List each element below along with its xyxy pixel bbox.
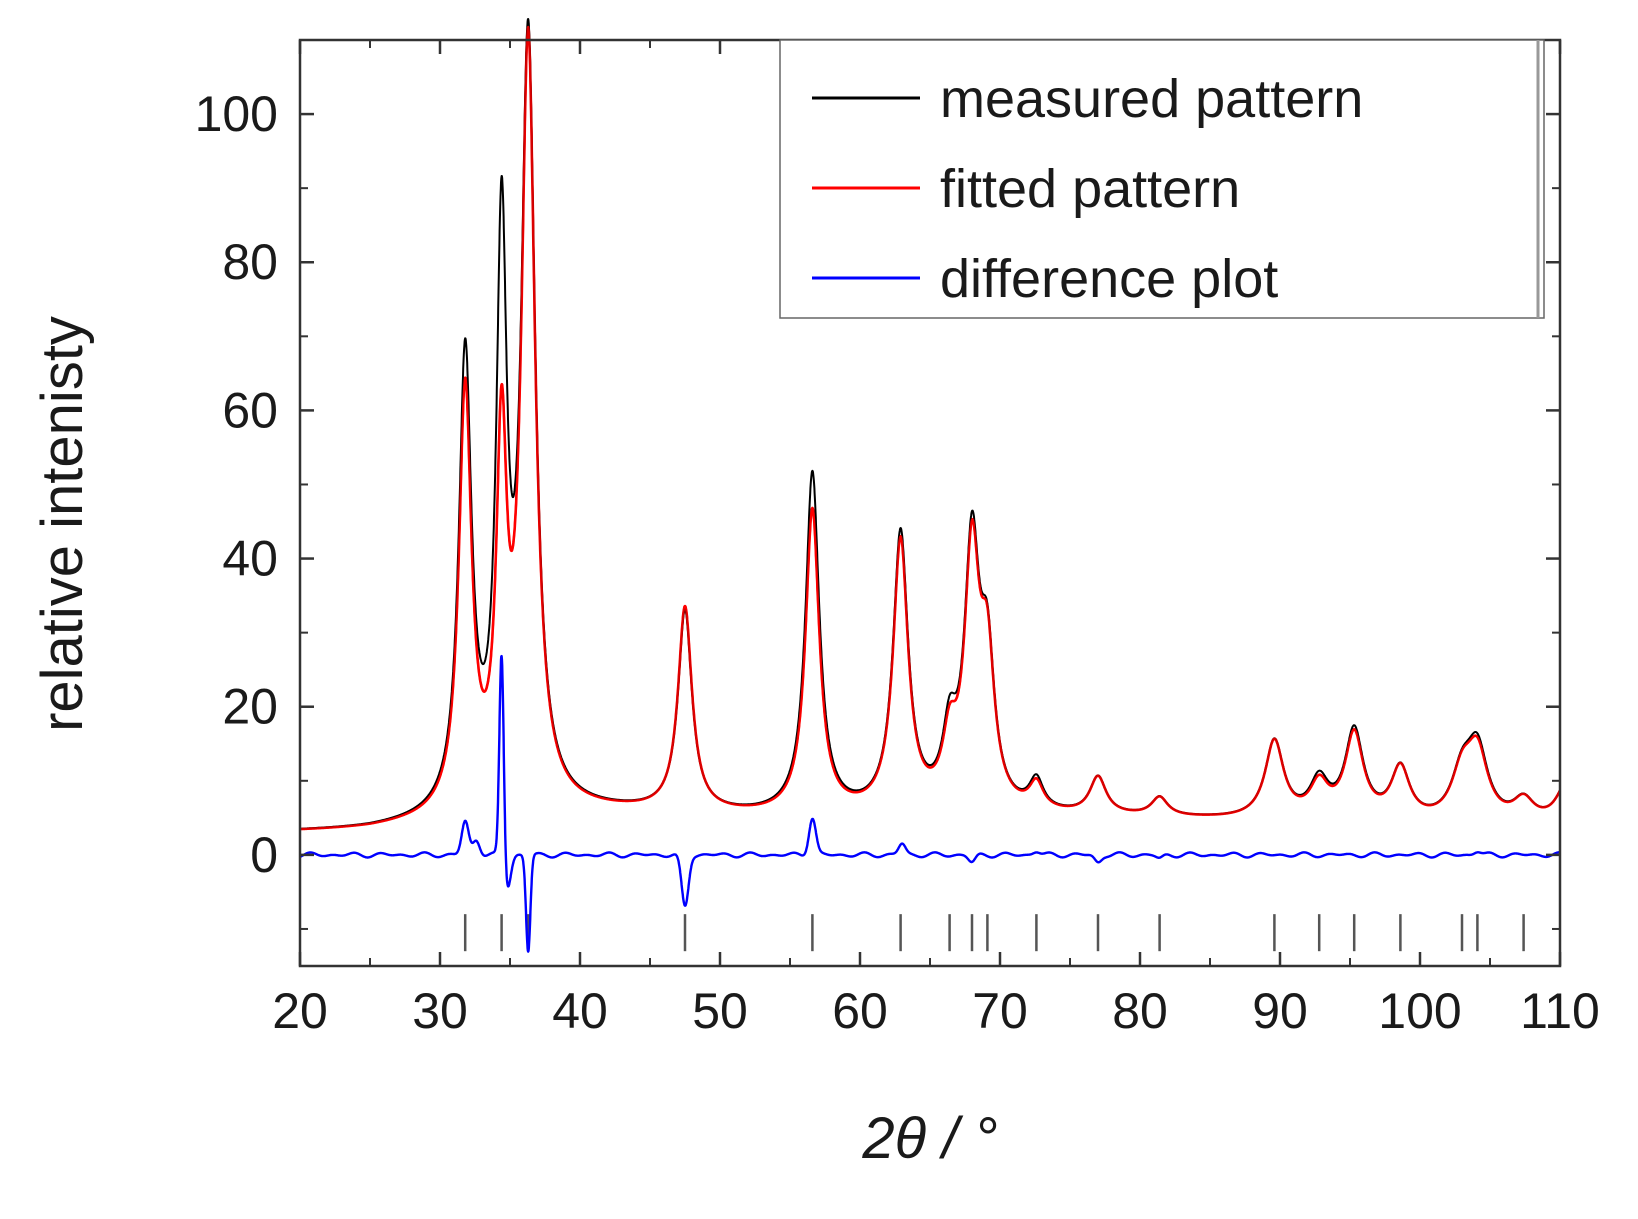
x-tick-label: 30 bbox=[412, 983, 468, 1039]
x-tick-label: 20 bbox=[272, 983, 328, 1039]
legend: measured pattern fitted pattern differen… bbox=[779, 39, 1545, 319]
y-axis: 0 20 40 60 80 100 bbox=[195, 86, 1560, 930]
x-tick-label: 50 bbox=[692, 983, 748, 1039]
legend-label-difference: difference plot bbox=[940, 249, 1278, 309]
series-line-fitted-pattern-overlay bbox=[299, 25, 1561, 831]
y-tick-label: 80 bbox=[222, 234, 278, 290]
x-tick-label: 60 bbox=[832, 983, 888, 1039]
y-tick-label: 0 bbox=[250, 827, 278, 883]
reflection-markers bbox=[463, 914, 1525, 952]
x-tick-label: 40 bbox=[552, 983, 608, 1039]
x-axis-title: 2θ / ° bbox=[861, 1106, 997, 1171]
x-axis: 20 30 40 50 60 70 80 90 100 110 bbox=[272, 40, 1600, 1039]
y-axis-title: relative intenisty bbox=[30, 316, 95, 732]
legend-box bbox=[779, 39, 1545, 319]
y-tick-label: 40 bbox=[222, 531, 278, 587]
x-tick-label: 110 bbox=[1520, 983, 1600, 1039]
series-line-difference-plot bbox=[299, 654, 1561, 953]
legend-label-fitted: fitted pattern bbox=[940, 159, 1240, 219]
x-tick-label: 90 bbox=[1252, 983, 1308, 1039]
series-layer bbox=[299, 18, 1562, 953]
y-tick-label: 100 bbox=[195, 86, 278, 142]
x-tick-label: 80 bbox=[1112, 983, 1168, 1039]
y-tick-label: 20 bbox=[222, 679, 278, 735]
y-tick-label: 60 bbox=[222, 382, 278, 438]
legend-label-measured: measured pattern bbox=[940, 69, 1363, 129]
x-tick-label: 100 bbox=[1378, 983, 1461, 1039]
x-tick-label: 70 bbox=[972, 983, 1028, 1039]
